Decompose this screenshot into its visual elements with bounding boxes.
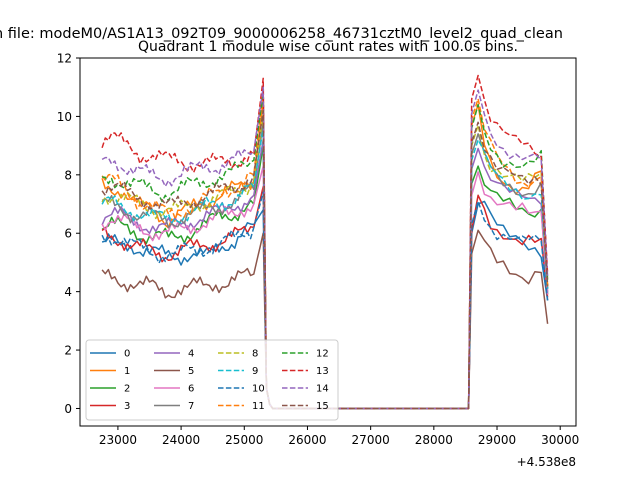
series-line-5	[101, 229, 549, 410]
legend-label: 1	[124, 366, 130, 377]
series-line-14	[101, 86, 549, 410]
series-line-4	[101, 139, 549, 410]
figure-suptitle: n file: modeM0/AS1A13_092T09_9000006258_…	[0, 26, 563, 42]
x-tick-label: 29000	[478, 433, 516, 447]
legend-item-15: 15	[282, 401, 329, 412]
x-offset-label: +4.538e8	[517, 455, 576, 469]
legend-item-5: 5	[154, 366, 194, 377]
legend-label: 8	[252, 349, 258, 360]
series-line-0	[101, 200, 549, 410]
legend-box	[85, 339, 339, 421]
y-tick-label: 8	[64, 168, 72, 182]
series-line-9	[101, 127, 549, 410]
legend-item-9: 9	[218, 366, 258, 377]
legend-label: 13	[316, 366, 329, 377]
plot-area	[101, 74, 549, 410]
legend-label: 6	[188, 384, 194, 395]
x-tick-label: 30000	[541, 433, 579, 447]
series-lines	[101, 74, 549, 410]
axes-frame	[79, 57, 577, 427]
legend-label: 11	[252, 401, 265, 412]
series-line-15	[101, 109, 549, 410]
legend-item-10: 10	[218, 384, 265, 395]
y-tick-label: 2	[64, 344, 72, 358]
legend-item-2: 2	[90, 384, 130, 395]
legend-item-0: 0	[90, 349, 130, 360]
x-tick-label: 25000	[225, 433, 263, 447]
axis-ticks: 23000 24000 25000 26000 27000 28000 29000 30000…	[57, 52, 580, 448]
x-tick-label: 26000	[288, 433, 326, 447]
legend-item-1: 1	[90, 366, 130, 377]
legend-item-4: 4	[154, 349, 194, 360]
legend-label: 10	[252, 384, 265, 395]
legend-item-3: 3	[90, 401, 130, 412]
series-line-11	[101, 89, 549, 410]
legend-item-12: 12	[282, 349, 329, 360]
legend-label: 2	[124, 384, 130, 395]
legend-label: 9	[252, 366, 258, 377]
legend-label: 5	[188, 366, 194, 377]
legend-label: 15	[316, 401, 329, 412]
series-line-6	[101, 165, 549, 410]
legend-label: 7	[188, 401, 194, 412]
series-line-2	[101, 144, 549, 410]
legend-label: 4	[188, 349, 194, 360]
legend-label: 14	[316, 384, 329, 395]
x-tick-label: 24000	[162, 433, 200, 447]
legend-item-8: 8	[218, 349, 258, 360]
legend-label: 3	[124, 401, 130, 412]
legend-item-14: 14	[282, 384, 329, 395]
legend-label: 12	[316, 349, 329, 360]
legend-item-6: 6	[154, 384, 194, 395]
y-tick-label: 4	[64, 285, 72, 299]
y-tick-label: 12	[57, 52, 72, 66]
y-tick-label: 0	[64, 402, 72, 416]
y-tick-label: 10	[57, 110, 72, 124]
series-line-12	[102, 92, 549, 410]
x-tick-label: 27000	[352, 433, 390, 447]
legend-label: 0	[124, 349, 130, 360]
legend-item-13: 13	[282, 366, 329, 377]
x-tick-label: 23000	[99, 433, 137, 447]
series-line-13	[101, 74, 549, 410]
legend-item-7: 7	[154, 401, 194, 412]
y-tick-label: 6	[64, 227, 72, 241]
series-line-8	[101, 112, 549, 410]
chart-title: Quadrant 1 module wise count rates with …	[138, 39, 518, 55]
legend-item-11: 11	[218, 401, 265, 412]
x-tick-label: 28000	[415, 433, 453, 447]
series-line-10	[101, 191, 549, 410]
